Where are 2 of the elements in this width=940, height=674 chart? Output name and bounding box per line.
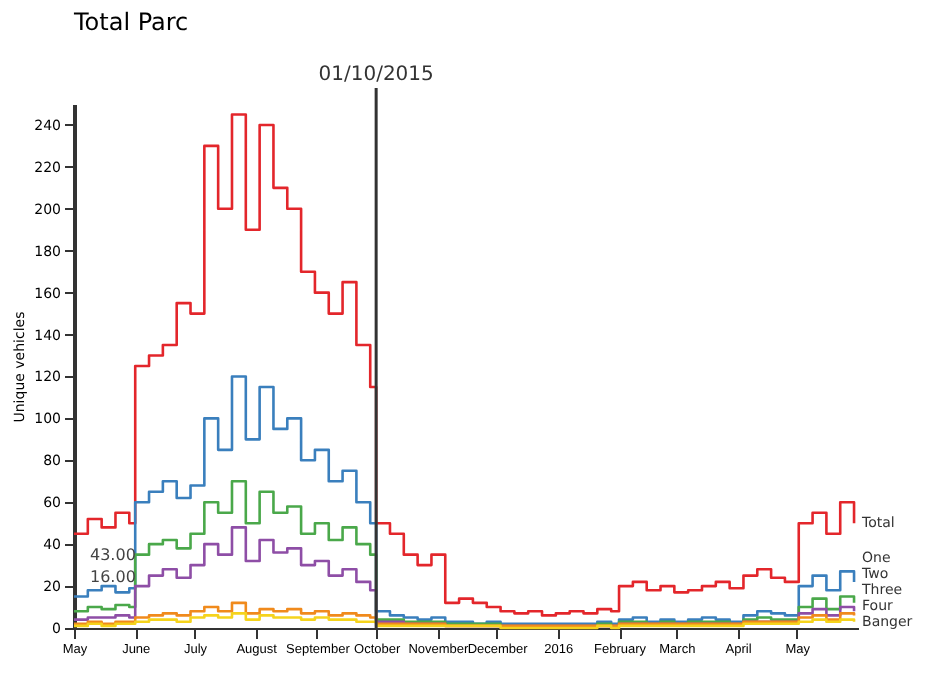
ref-line-label: 01/10/2015 — [318, 64, 434, 86]
chart-title: Total Parc — [72, 8, 189, 36]
